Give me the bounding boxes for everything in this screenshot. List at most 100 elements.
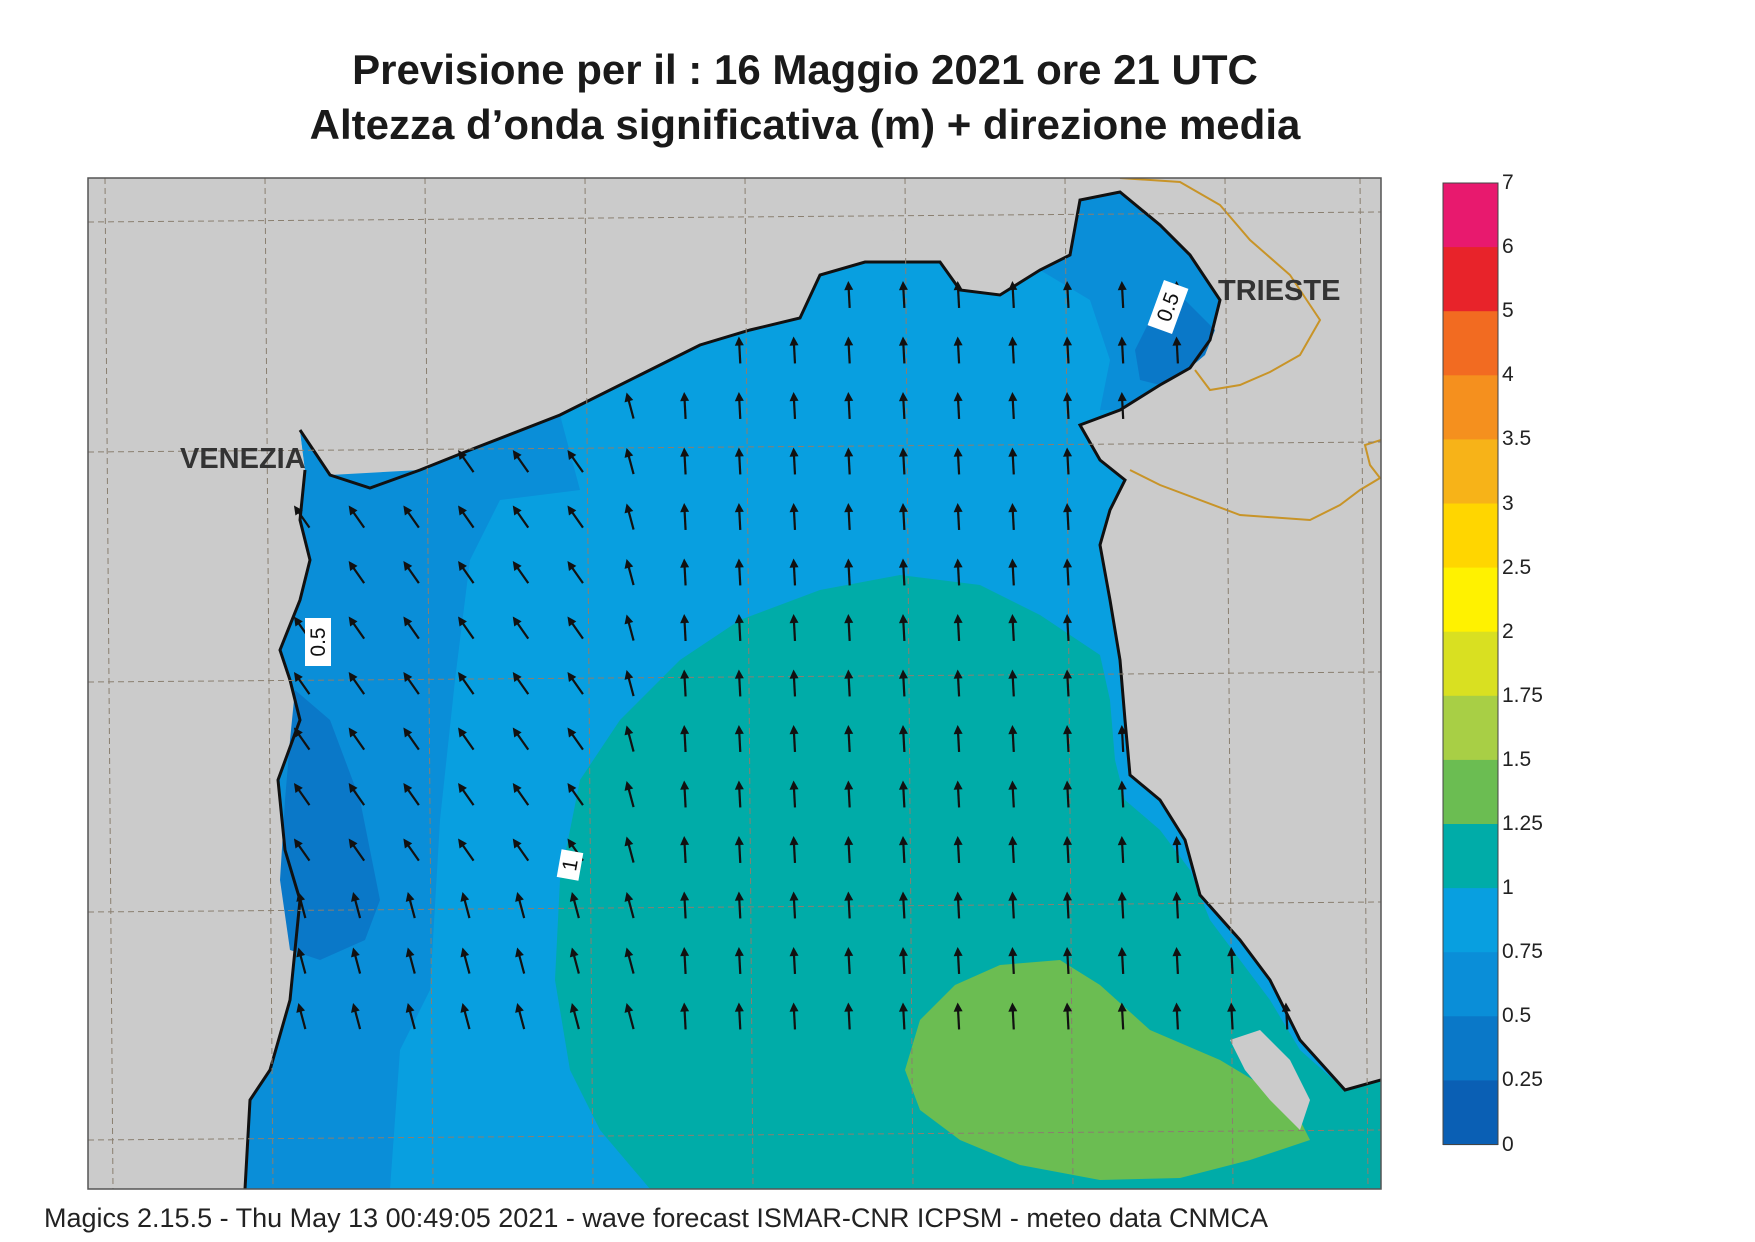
wave-arrow [953,836,963,864]
grid-meridian [1064,178,1074,1189]
wave-arrow [1008,947,1018,975]
wave-arrow [734,1002,744,1030]
legend-swatch [1443,695,1498,761]
legend-swatch [1443,183,1498,248]
wave-arrow [460,947,471,974]
legend-level-label: 5 [1502,299,1514,323]
legend-level-label: 0 [1502,1132,1514,1156]
legend-level-label: 0.25 [1502,1068,1543,1092]
wave-arrow [898,336,908,364]
wave-arrow [789,392,799,420]
wave-arrow [293,672,311,695]
wave-arrow [1063,336,1073,364]
wave-arrow [680,947,690,975]
wave-arrow [1117,891,1127,919]
wave-arrow [512,783,530,806]
coastline [298,190,1381,1092]
wave-arrow [512,672,530,695]
wave-arrow [403,727,420,751]
wave-arrow [789,614,799,642]
wave-arrow [680,891,690,919]
wave-arrow [844,614,854,642]
wave-arrow [734,780,744,808]
wave-arrow [1008,392,1018,420]
legend-level-label: 2.5 [1502,555,1532,579]
wave-arrow [348,783,366,806]
wave-arrow [789,669,799,697]
wave-arrow [844,336,854,364]
legend-swatch [1443,1016,1498,1081]
grid-meridian [104,178,114,1189]
legend-level-label: 1.25 [1502,812,1543,835]
grid-meridian [584,178,594,1189]
legend-swatch [1443,247,1498,312]
map-subtitle: Altezza d’onda significativa (m) + direz… [309,101,1301,148]
wave-arrow [624,1002,635,1030]
wave-arrow [680,447,690,475]
wave-arrow [734,503,744,531]
sea-band-1-1.25 [555,575,1381,1189]
wave-arrow [898,281,908,309]
wave-arrow [734,558,744,586]
wave-arrow [789,947,799,975]
state-border-south [1129,439,1381,522]
wave-arrow [624,725,635,752]
wave-arrow [734,725,744,753]
wave-arrow [680,392,690,420]
wave-arrow [734,947,744,975]
wave-arrow [512,561,530,584]
wave-arrow [351,891,362,919]
wave-arrow [898,836,908,864]
wave-arrow [898,392,908,420]
wave-arrow [789,447,799,475]
legend-level-label: 1.5 [1502,747,1532,771]
legend-swatch [1443,631,1498,697]
wave-direction-arrows [293,281,1291,1030]
wave-arrow [680,614,690,642]
wave-arrow [789,503,799,531]
wave-arrow [348,838,366,862]
wave-arrow [953,669,963,697]
wave-arrow [569,947,580,974]
grado-lagoon-land [790,208,1015,295]
legend-swatch [1443,759,1498,825]
wave-arrow [953,780,963,808]
wave-arrow [458,838,475,862]
wave-arrow [1008,891,1018,919]
istria-coast-islands [1230,1030,1310,1130]
legend-level-label: 6 [1502,235,1514,259]
wave-arrow [567,450,584,473]
wave-arrow [293,505,311,529]
wave-arrow [789,558,799,586]
wave-arrow [789,836,799,864]
wave-arrow [624,836,635,863]
wave-arrow [1172,891,1182,919]
wave-arrow [567,727,584,751]
wave-arrow [403,783,420,806]
wave-arrow [1172,947,1182,975]
wave-arrow [567,783,584,806]
wave-arrow [1063,780,1073,808]
wave-arrow [1281,1002,1291,1030]
state-border [1119,178,1322,392]
contour-label-1: 1 [556,849,584,881]
wave-arrow [1172,336,1182,364]
wave-arrow [624,503,635,530]
wave-arrow [1008,558,1018,586]
wave-arrow [569,1002,580,1030]
wave-arrow [405,947,416,974]
wave-arrow [1008,836,1018,864]
wave-arrow [789,1002,799,1030]
legend-swatch [1443,824,1498,889]
wave-arrow [458,505,475,529]
wave-arrow [844,503,854,531]
wave-arrow [460,1002,471,1030]
wave-arrow [1008,725,1018,753]
svg-text:1: 1 [558,857,583,873]
legend-level-label: 2 [1502,619,1514,643]
contour-label-0.5-west: 0.5 [305,618,331,666]
wave-arrow [898,503,908,531]
wave-arrow [844,947,854,975]
wave-arrow [1063,947,1073,975]
wave-arrow [953,725,963,753]
